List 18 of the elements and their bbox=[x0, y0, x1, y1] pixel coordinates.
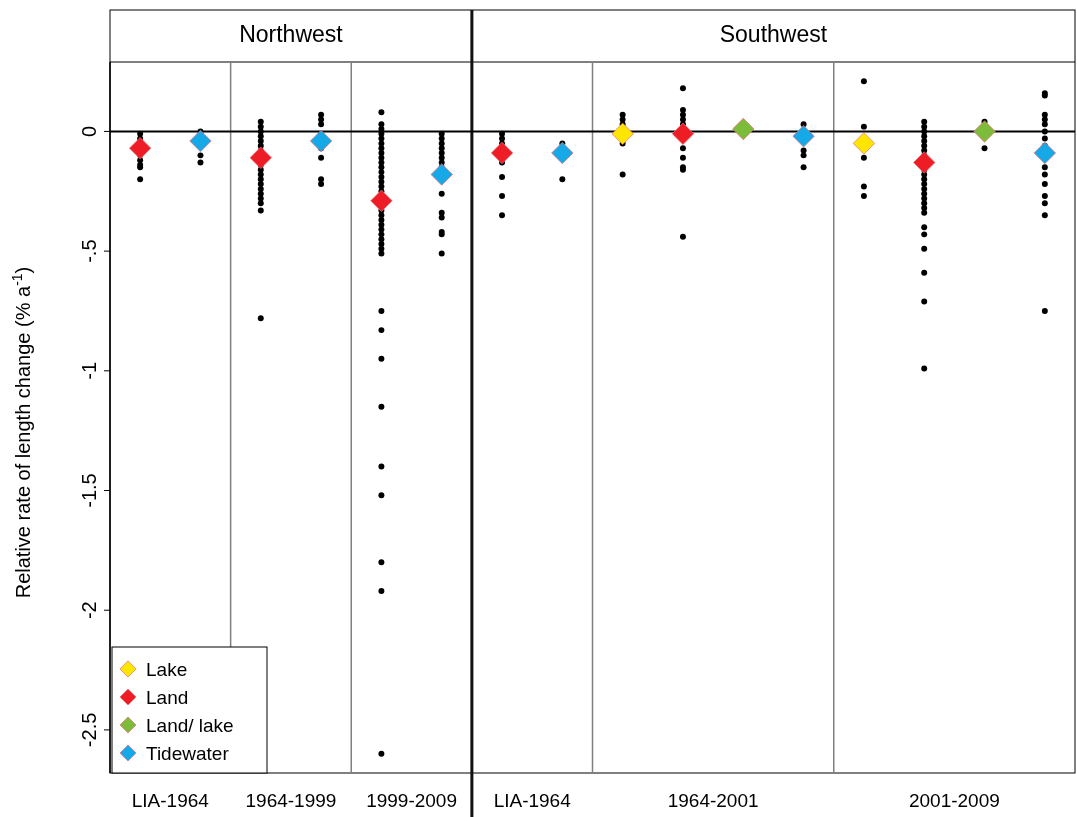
y-tick-label: -2 bbox=[78, 601, 100, 620]
y-tick-label: -1 bbox=[78, 361, 100, 380]
text: 1964-2001 bbox=[667, 790, 759, 811]
y-tick-label: -1.5 bbox=[78, 473, 100, 508]
legend-label: Land/ lake bbox=[146, 715, 234, 736]
text: Southwest bbox=[719, 21, 828, 47]
text: Northwest bbox=[239, 21, 344, 47]
text: 1964-1999 bbox=[245, 790, 337, 811]
y-tick-label: -.5 bbox=[78, 239, 100, 263]
y-tick-label: -2.5 bbox=[78, 712, 100, 748]
legend-label: Land bbox=[146, 687, 189, 708]
text: 1999-2009 bbox=[366, 790, 457, 811]
legend-label: Lake bbox=[146, 659, 188, 680]
text: LIA-1964 bbox=[131, 790, 210, 811]
legend-label: Tidewater bbox=[146, 743, 230, 764]
text: LIA-1964 bbox=[493, 790, 572, 811]
text: 2001-2009 bbox=[908, 790, 1000, 811]
y-tick-label: 0 bbox=[78, 125, 100, 137]
